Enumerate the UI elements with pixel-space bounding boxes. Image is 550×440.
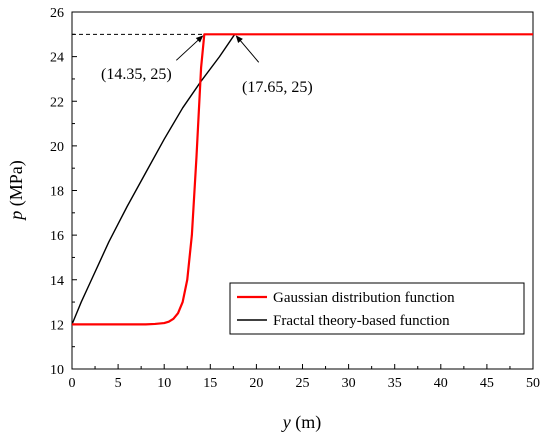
annotation-label-2: (17.65, 25) bbox=[242, 79, 313, 96]
y-tick-label: 18 bbox=[50, 185, 64, 200]
axis-ticks: 0 5 10 15 20 25 30 35 40 45 50 10 12 14 16 18 20 22 24 26 bbox=[50, 6, 540, 391]
x-tick-label: 30 bbox=[342, 376, 356, 391]
x-tick-label: 20 bbox=[249, 376, 263, 391]
annotation-arrowhead-2 bbox=[235, 35, 243, 43]
legend: Gaussian distribution function Fractal t… bbox=[229, 282, 525, 335]
y-tick-label: 24 bbox=[50, 51, 64, 66]
y-tick-label: 20 bbox=[50, 140, 64, 155]
series-line-gaussian bbox=[72, 33, 533, 326]
series-line-fractal bbox=[71, 33, 533, 325]
x-tick-label: 0 bbox=[69, 376, 76, 391]
y-axis-var: p bbox=[6, 211, 26, 222]
x-tick-label: 15 bbox=[203, 376, 217, 391]
y-tick-label: 10 bbox=[50, 363, 64, 378]
x-tick-label: 40 bbox=[434, 376, 448, 391]
y-tick-label: 14 bbox=[50, 274, 64, 289]
y-axis-unit: (MPa) bbox=[6, 160, 27, 211]
legend-box bbox=[229, 282, 525, 335]
x-axis-title: y (m) bbox=[281, 412, 322, 433]
x-tick-label: 50 bbox=[526, 376, 540, 391]
chart-marks: (14.35, 25) (17.65, 25) bbox=[71, 33, 533, 326]
annotation-arrowhead-1 bbox=[195, 35, 204, 43]
x-axis-unit: (m) bbox=[291, 412, 322, 433]
y-tick-label: 16 bbox=[50, 229, 64, 244]
legend-label-gaussian: Gaussian distribution function bbox=[273, 290, 455, 306]
y-tick-label: 26 bbox=[50, 6, 64, 21]
legend-label-fractal: Fractal theory-based function bbox=[273, 313, 450, 329]
x-tick-label: 25 bbox=[296, 376, 310, 391]
x-tick-label: 45 bbox=[480, 376, 494, 391]
x-tick-label: 35 bbox=[388, 376, 402, 391]
y-tick-label: 22 bbox=[50, 95, 64, 110]
y-axis-title: p (MPa) bbox=[6, 160, 27, 222]
annotation-label-1: (14.35, 25) bbox=[101, 66, 172, 83]
x-tick-label: 10 bbox=[157, 376, 171, 391]
x-tick-label: 5 bbox=[115, 376, 122, 391]
x-axis-var: y bbox=[281, 412, 291, 432]
y-tick-label: 12 bbox=[50, 318, 64, 333]
